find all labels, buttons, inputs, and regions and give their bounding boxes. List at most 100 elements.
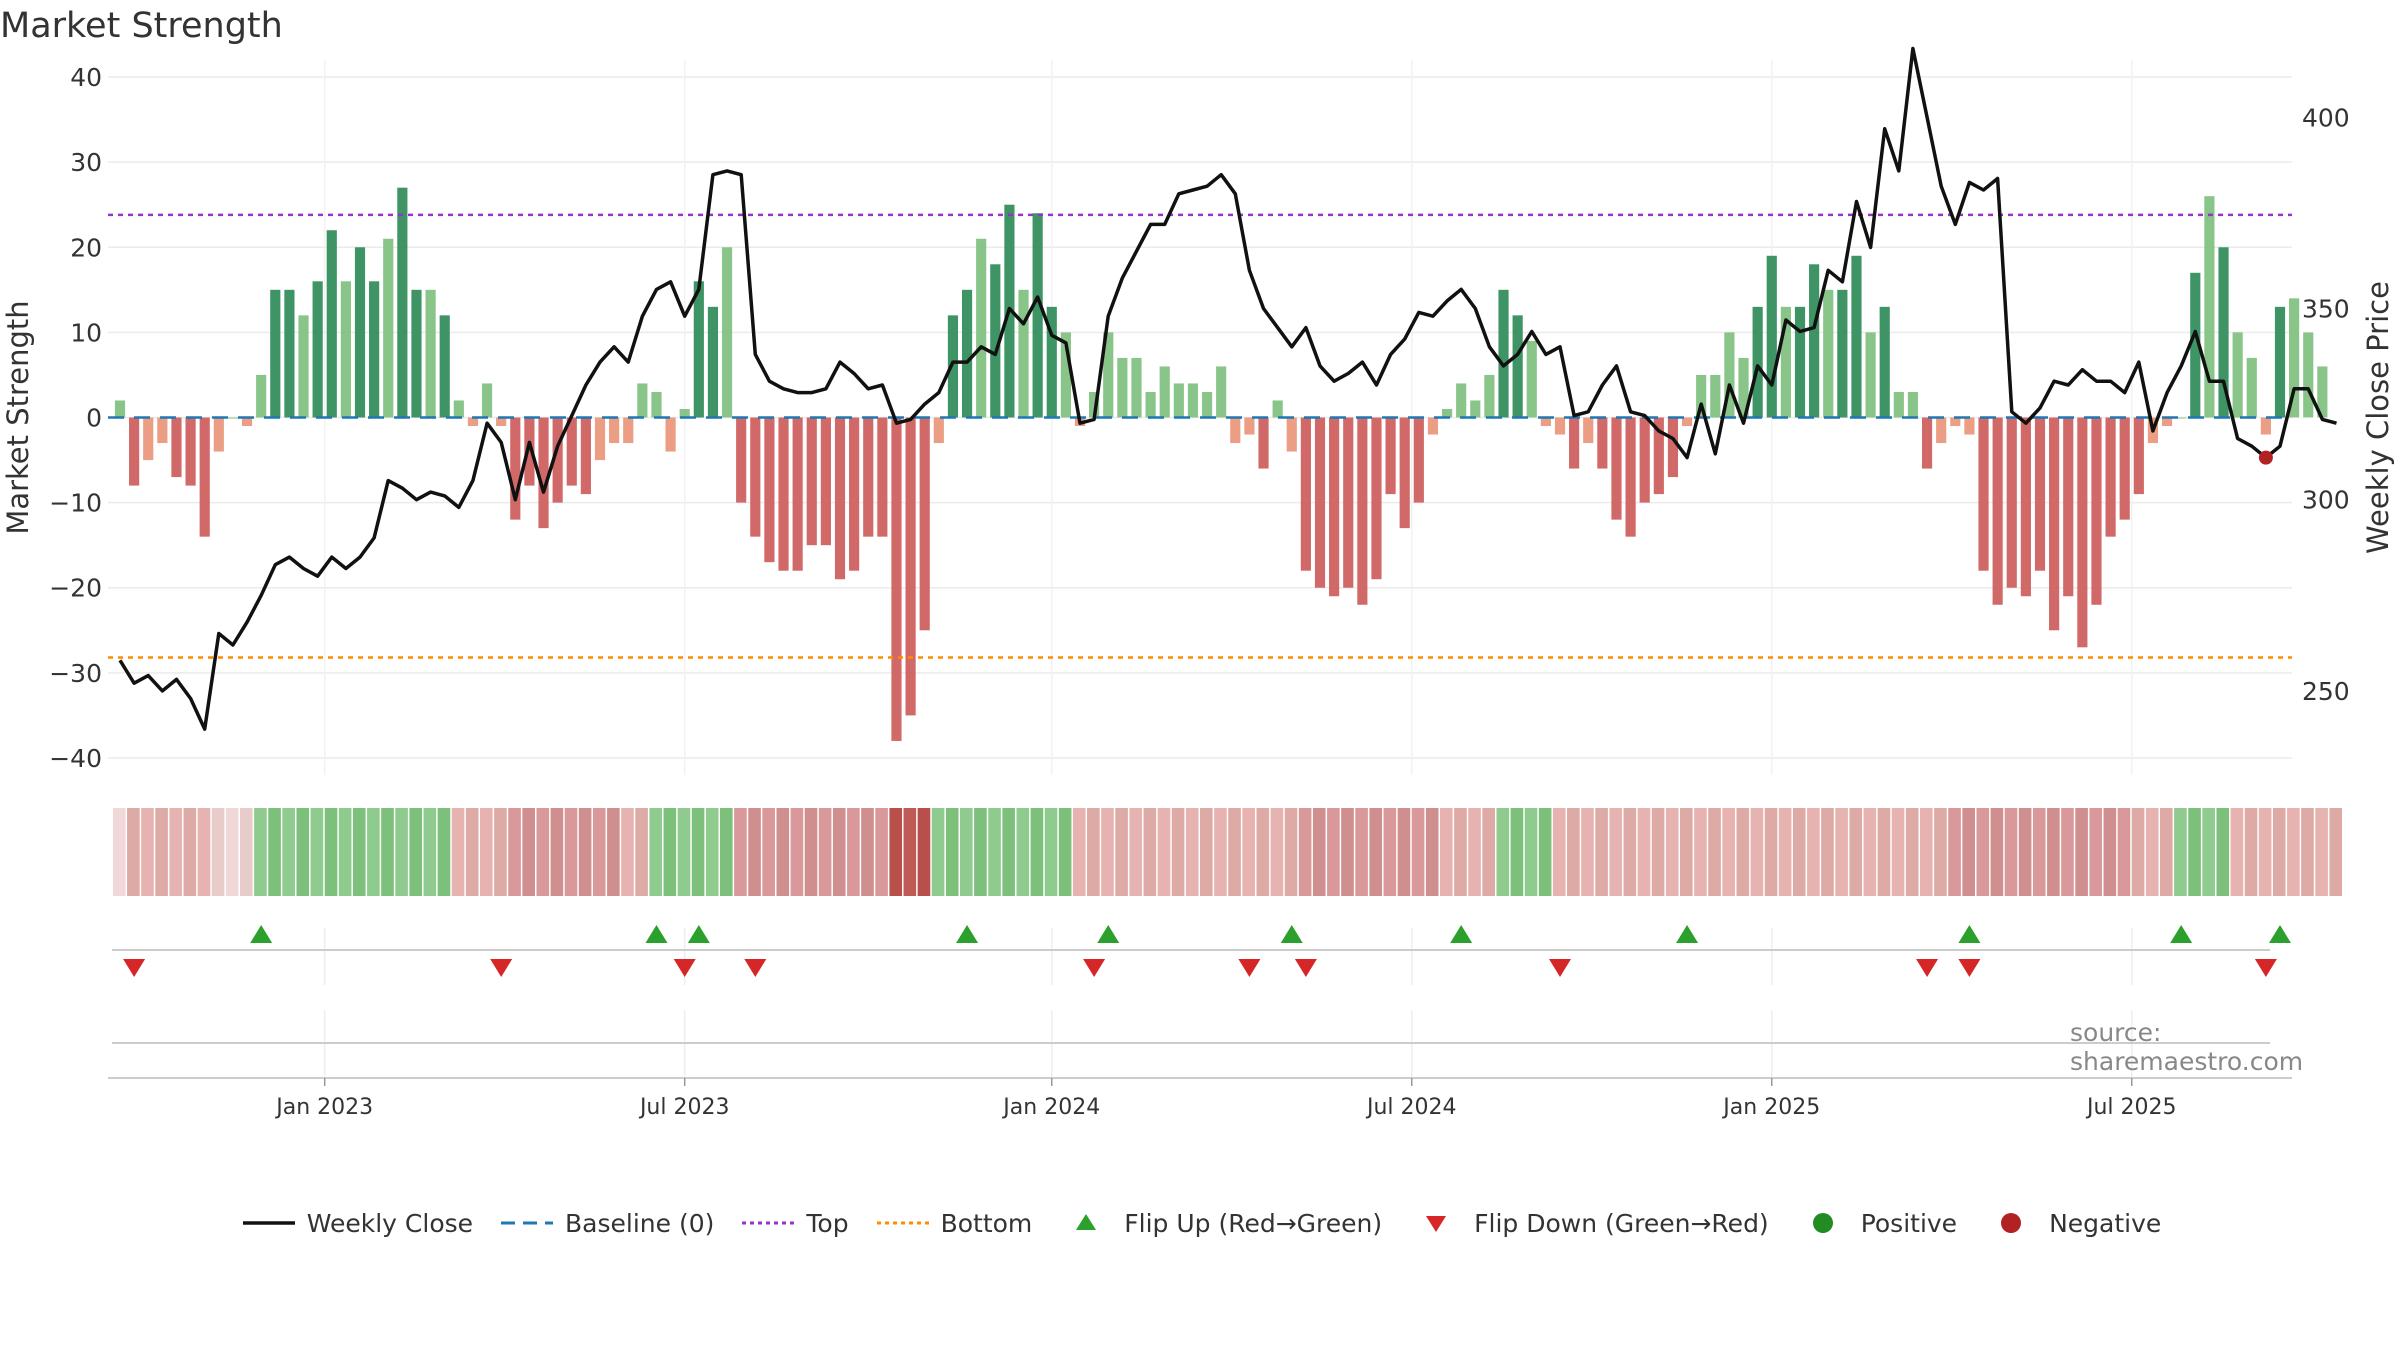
strength-bar: [1752, 306, 1763, 418]
strength-bar: [425, 289, 436, 418]
strength-bar: [1371, 417, 1382, 580]
strength-bar: [1117, 357, 1128, 418]
strength-bar: [2317, 366, 2328, 418]
strength-bar: [1145, 391, 1156, 418]
regime-cell: [1722, 808, 1735, 896]
regime-cell: [1242, 808, 1255, 896]
strength-bar: [2077, 417, 2088, 648]
regime-cell: [931, 808, 945, 896]
regime-cell: [1115, 808, 1128, 896]
legend-label: Top: [806, 1208, 849, 1238]
regime-cell: [296, 808, 310, 896]
flip-down-marker: [490, 959, 513, 977]
regime-cell: [1807, 808, 1820, 896]
regime-cell: [1411, 808, 1425, 896]
strength-bar: [1216, 366, 1227, 418]
regime-cell: [1552, 808, 1566, 896]
strength-bar: [1907, 391, 1919, 418]
strength-bar: [1526, 340, 1537, 418]
positive-legend-icon: [1793, 1208, 1853, 1238]
x-tick-label: Jul 2023: [638, 1095, 730, 1120]
legend-item-negative[interactable]: Negative: [1981, 1208, 2161, 1238]
regime-cell: [564, 808, 578, 896]
strength-bar: [157, 417, 168, 444]
regime-cell: [395, 808, 408, 896]
strength-bar: [1837, 289, 1848, 418]
strength-bar: [481, 383, 493, 418]
regime-cell: [1383, 808, 1397, 896]
strength-bar: [1611, 417, 1622, 520]
regime-cell: [818, 808, 832, 896]
regime-cell: [1609, 808, 1623, 896]
flip-down-marker: [1294, 959, 1317, 977]
strength-bar: [806, 417, 817, 546]
legend-item-baseline[interactable]: Baseline (0): [497, 1208, 714, 1238]
regime-cell: [790, 808, 804, 896]
legend-label: Positive: [1860, 1208, 1958, 1238]
regime-cell: [578, 808, 592, 896]
strength-bar: [665, 417, 676, 452]
strength-bar: [1441, 408, 1453, 418]
strength-bar: [1427, 417, 1439, 435]
strength-bar: [1103, 332, 1114, 418]
regime-cell: [1538, 808, 1552, 896]
strength-bar: [1597, 417, 1608, 469]
strength-bar: [312, 281, 323, 418]
strength-bar: [284, 289, 295, 418]
strength-bar: [623, 417, 634, 444]
strength-bar: [227, 417, 239, 419]
regime-cell: [1792, 808, 1806, 896]
flip-down-marker: [673, 959, 696, 977]
strength-bar: [1173, 383, 1184, 418]
legend-item-weekly-close[interactable]: Weekly Close: [239, 1208, 473, 1238]
regime-cell: [691, 808, 705, 896]
legend-item-flip-up[interactable]: Flip Up (Red→Green): [1056, 1208, 1382, 1238]
flip-down-marker: [744, 959, 767, 977]
legend-label: Flip Down (Green→Red): [1474, 1208, 1769, 1238]
regime-cell: [169, 808, 183, 896]
legend-label: Negative: [2049, 1208, 2162, 1238]
strength-bar: [1653, 417, 1664, 495]
regime-cell: [903, 808, 917, 896]
regime-cell: [1764, 808, 1778, 896]
legend-item-flip-down[interactable]: Flip Down (Green→Red): [1406, 1208, 1769, 1238]
legend-label: Bottom: [940, 1208, 1033, 1238]
strength-bar: [990, 264, 1001, 418]
strength-bar: [241, 417, 253, 427]
regime-cell: [832, 808, 846, 896]
strength-bar: [2204, 196, 2215, 418]
regime-cell: [423, 808, 437, 896]
x-tick-label: Jul 2025: [2085, 1095, 2177, 1120]
regime-cell: [1200, 808, 1213, 896]
regime-cell: [1920, 808, 1933, 896]
strength-bar: [1018, 289, 1029, 418]
regime-cell: [1708, 808, 1721, 896]
flip-up-marker: [956, 925, 979, 943]
weekly-close-line: [118, 46, 2337, 731]
baseline-legend-icon: [497, 1208, 557, 1238]
regime-cell: [1976, 808, 1990, 896]
regime-cell: [352, 808, 366, 896]
regime-cell: [762, 808, 775, 896]
regime-cell: [1228, 808, 1241, 896]
regime-cell: [225, 808, 239, 896]
strength-bar: [2246, 357, 2257, 418]
strength-bar: [1851, 255, 1862, 418]
regime-cell: [2244, 808, 2258, 896]
strength-bar: [1724, 332, 1735, 418]
legend-item-top[interactable]: Top: [738, 1208, 849, 1238]
regime-cell: [847, 808, 860, 896]
legend-item-positive[interactable]: Positive: [1793, 1208, 1957, 1238]
legend-item-bottom[interactable]: Bottom: [873, 1208, 1033, 1238]
flip-up-marker: [687, 925, 710, 943]
regime-cell: [1341, 808, 1354, 896]
y-tick-left: 20: [70, 233, 102, 262]
strength-bar: [1343, 417, 1354, 588]
strength-bar: [1625, 417, 1636, 537]
strength-bar: [961, 289, 973, 418]
regime-cell: [705, 808, 719, 896]
regime-cell: [1425, 808, 1439, 896]
strength-bar: [383, 238, 394, 418]
strength-bar: [1512, 315, 1523, 418]
flip-down-marker: [123, 959, 146, 977]
